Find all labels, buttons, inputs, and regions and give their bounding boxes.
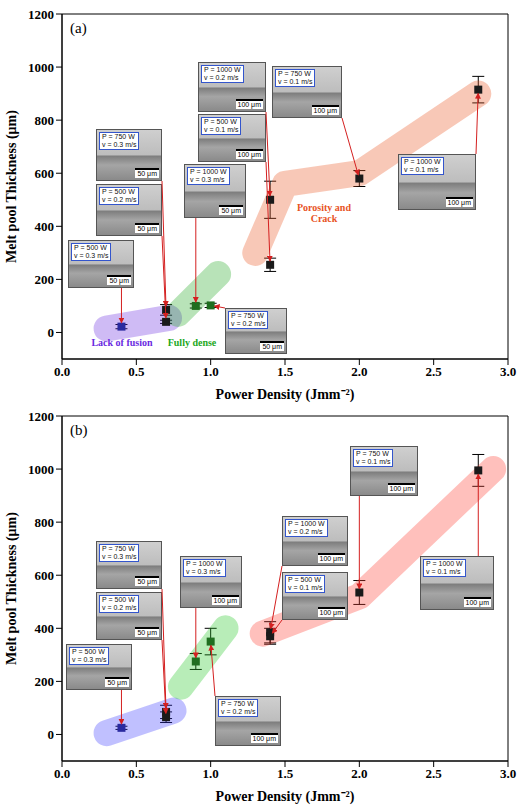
html-text:100 μm: 100 μm [389,485,413,492]
html-text:100 μm: 100 μm [319,609,343,616]
html-text:v = 0.2 m/s: v = 0.2 m/s [288,528,323,535]
svg-text:2.0: 2.0 [351,364,367,379]
html-text:v = 0.2 m/s: v = 0.2 m/s [204,74,239,81]
html-text:P = 1000 W: P = 1000 W [404,158,441,165]
svg-text:800: 800 [35,113,55,128]
html-text:v = 0.1 m/s: v = 0.1 m/s [356,458,391,465]
svg-text:3.0: 3.0 [500,364,516,379]
svg-text:0.0: 0.0 [54,766,70,781]
svg-text:400: 400 [35,621,55,636]
svg-text:1000: 1000 [28,60,54,75]
html-text:v = 0.2 m/s: v = 0.2 m/s [102,604,137,611]
html-text:100 μm: 100 μm [213,597,237,604]
html-text:P = 1000 W: P = 1000 W [288,520,325,527]
html-text:v = 0.3 m/s: v = 0.3 m/s [74,252,109,259]
svg-text:0.5: 0.5 [128,766,145,781]
html-text:P = 750 W: P = 750 W [102,545,135,552]
svg-text:1000: 1000 [28,462,54,477]
svg-text:2.5: 2.5 [426,364,443,379]
html-text:P = 750 W: P = 750 W [102,133,135,140]
svg-text:0: 0 [48,325,55,340]
html-text:P = 500 W: P = 500 W [72,648,105,655]
html-text:(a): (a) [70,20,87,36]
html-text:P = 1000 W: P = 1000 W [186,560,223,567]
html-text:v = 0.1 m/s: v = 0.1 m/s [204,126,239,133]
html-text:v = 0.3 m/s: v = 0.3 m/s [102,141,137,148]
html-text:P = 500 W: P = 500 W [74,244,107,251]
svg-text:Power Density (Jmm⁻²): Power Density (Jmm⁻²) [216,789,355,805]
html-text:P = 500 W: P = 500 W [288,576,321,583]
svg-text:Melt pool Thickness (μm): Melt pool Thickness (μm) [4,110,20,263]
html-text:v = 0.3 m/s: v = 0.3 m/s [186,568,221,575]
html-text:50 μm: 50 μm [137,170,157,177]
svg-text:1.5: 1.5 [277,364,294,379]
html-text:Porosity and Crack: Porosity and Crack [297,202,351,224]
html-text:100 μm: 100 μm [313,107,337,114]
svg-text:0: 0 [48,727,55,742]
svg-text:0.5: 0.5 [128,364,145,379]
html-text:50 μm: 50 μm [137,629,157,636]
svg-text:600: 600 [35,568,55,583]
html-text:P = 750 W: P = 750 W [278,70,311,77]
svg-text:600: 600 [35,166,55,181]
svg-text:1.0: 1.0 [203,364,219,379]
svg-text:Melt pool Thickness (μm): Melt pool Thickness (μm) [4,512,20,665]
html-text:v = 0.2 m/s: v = 0.2 m/s [221,708,256,715]
html-text:50 μm: 50 μm [107,679,127,686]
html-text:50 μm: 50 μm [109,277,129,284]
svg-text:2.5: 2.5 [426,766,443,781]
html-text:v = 0.1 m/s: v = 0.1 m/s [426,568,461,575]
html-text:P = 1000 W: P = 1000 W [190,168,227,175]
svg-text:400: 400 [35,219,55,234]
html-text:100 μm: 100 μm [252,735,276,742]
html-text:v = 0.1 m/s: v = 0.1 m/s [278,78,313,85]
html-text:v = 0.3 m/s: v = 0.3 m/s [190,176,225,183]
html-text:v = 0.1 m/s: v = 0.1 m/s [404,166,439,173]
svg-text:1200: 1200 [28,409,54,424]
svg-text:200: 200 [35,674,55,689]
html-text:P = 500 W: P = 500 W [204,118,237,125]
html-text:P = 750 W: P = 750 W [356,450,389,457]
html-text:100 μm: 100 μm [237,151,261,158]
html-text:50 μm: 50 μm [137,578,157,585]
html-text:P = 500 W: P = 500 W [102,596,135,603]
html-text:Lack of fusion: Lack of fusion [91,337,153,348]
html-text:100 μm: 100 μm [447,199,471,206]
html-text:100 μm: 100 μm [465,599,489,606]
svg-text:3.0: 3.0 [500,766,516,781]
html-text:P = 1000 W: P = 1000 W [204,66,241,73]
html-text:P = 500 W: P = 500 W [102,188,135,195]
svg-text:1200: 1200 [28,7,54,22]
html-text:v = 0.3 m/s: v = 0.3 m/s [72,656,107,663]
html-text:100 μm: 100 μm [319,555,343,562]
html-text:P = 750 W: P = 750 W [231,312,264,319]
html-text:50 μm: 50 μm [137,225,157,232]
html-text:v = 0.1 m/s: v = 0.1 m/s [288,584,323,591]
html-text:(b): (b) [70,422,88,438]
svg-text:200: 200 [35,272,55,287]
html-text:v = 0.2 m/s: v = 0.2 m/s [102,196,137,203]
svg-text:2.0: 2.0 [351,766,367,781]
html-text:50 μm: 50 μm [221,207,241,214]
html-text:100 μm: 100 μm [237,101,261,108]
html-text:50 μm: 50 μm [262,343,282,350]
html-text:v = 0.3 m/s: v = 0.3 m/s [102,553,137,560]
html-text:P = 750 W: P = 750 W [221,700,254,707]
svg-text:800: 800 [35,515,55,530]
svg-text:0.0: 0.0 [54,364,70,379]
html-text:v = 0.2 m/s: v = 0.2 m/s [231,320,266,327]
svg-text:1.0: 1.0 [203,766,219,781]
html-text:P = 1000 W: P = 1000 W [426,560,463,567]
svg-text:1.5: 1.5 [277,766,294,781]
svg-text:Power Density (Jmm⁻²): Power Density (Jmm⁻²) [216,387,355,403]
html-text:Fully dense: Fully dense [167,337,217,348]
